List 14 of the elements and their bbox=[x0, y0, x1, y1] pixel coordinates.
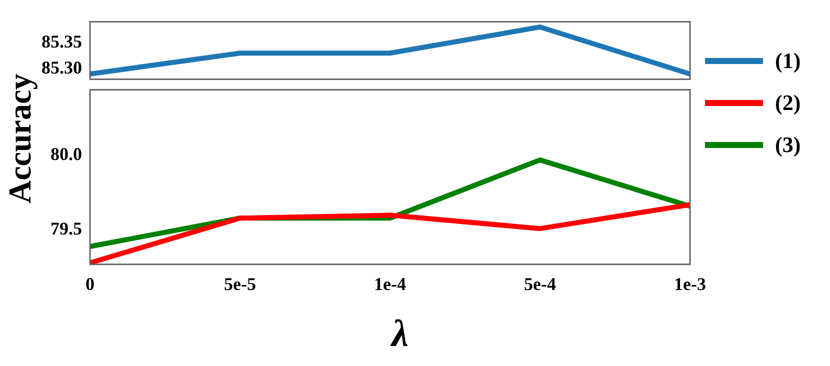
x-axis-title: λ bbox=[389, 312, 410, 356]
x-tick-label: 1e-4 bbox=[374, 274, 406, 294]
x-tick-label: 5e-4 bbox=[524, 274, 556, 294]
y-tick-label: 79.5 bbox=[50, 218, 82, 239]
y-tick-label: 85.35 bbox=[42, 31, 82, 52]
legend-label: (2) bbox=[775, 90, 801, 116]
x-tick-label: 5e-5 bbox=[224, 274, 256, 294]
y-tick-label: 85.30 bbox=[42, 57, 82, 78]
y-axis-title: Accuracy bbox=[2, 74, 38, 204]
y-tick-label: 80.0 bbox=[50, 144, 82, 164]
legend-label: (1) bbox=[775, 48, 801, 74]
x-tick-label: 1e-3 bbox=[674, 274, 706, 294]
legend-label: (3) bbox=[775, 132, 801, 158]
x-tick-label: 0 bbox=[86, 274, 94, 294]
